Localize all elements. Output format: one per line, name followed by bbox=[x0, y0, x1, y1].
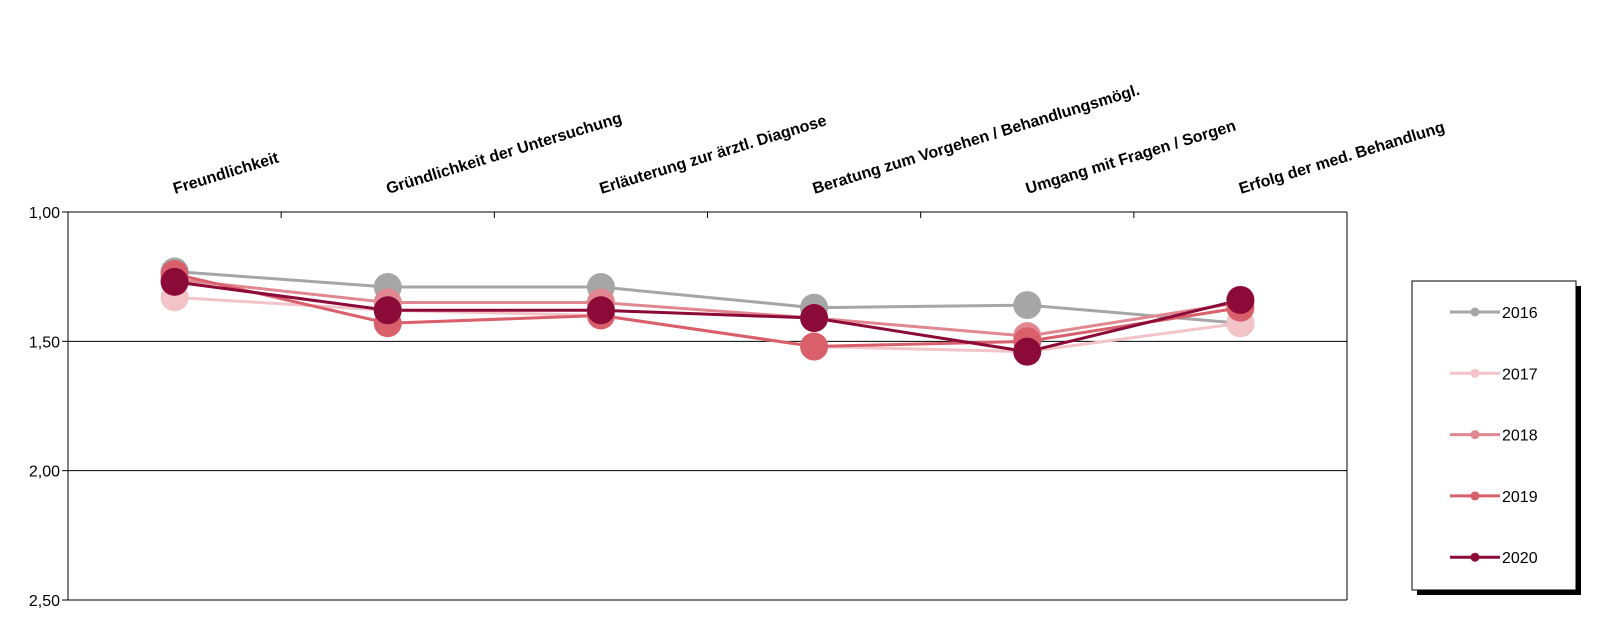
y-tick-label: 2,50 bbox=[29, 593, 60, 610]
category-label: Erfolg der med. Behandlung bbox=[1237, 119, 1447, 198]
series-line-2019 bbox=[174, 272, 1241, 349]
series-line-2016 bbox=[174, 269, 1241, 325]
legend-label-2018: 2018 bbox=[1502, 428, 1538, 445]
data-point-2020 bbox=[1226, 285, 1255, 314]
series-line-2018 bbox=[174, 277, 1241, 338]
axes bbox=[62, 211, 1348, 601]
series-line-2017 bbox=[174, 295, 1241, 354]
data-point-2020 bbox=[800, 304, 829, 333]
legend-marker-2016 bbox=[1470, 307, 1480, 317]
legend-label-2020: 2020 bbox=[1502, 550, 1538, 567]
data-point-2020 bbox=[373, 296, 402, 325]
data-point-2019 bbox=[800, 332, 829, 361]
data-point-2020 bbox=[586, 296, 615, 325]
legend-label-2019: 2019 bbox=[1502, 489, 1538, 506]
data-point-2020 bbox=[160, 267, 189, 296]
y-tick-label: 1,00 bbox=[29, 205, 60, 222]
gridlines bbox=[68, 211, 1347, 601]
legend-label-2016: 2016 bbox=[1502, 305, 1538, 322]
category-label: Umgang mit Fragen / Sorgen bbox=[1024, 118, 1238, 198]
category-label: Gründlichkeit der Untersuchung bbox=[384, 110, 624, 198]
legend: 2016 2017 2018 2019 2020 bbox=[1411, 280, 1581, 595]
legend-marker-2017 bbox=[1470, 368, 1480, 378]
legend-marker-2018 bbox=[1470, 430, 1480, 440]
category-label: Beratung zum Vorgehen / Behandlungsmögl. bbox=[811, 82, 1142, 198]
series-markers bbox=[160, 257, 1255, 366]
y-tick-label: 2,00 bbox=[29, 464, 60, 481]
category-label: Freundlichkeit bbox=[171, 149, 281, 197]
data-point-2016 bbox=[1013, 291, 1042, 320]
legend-label-2017: 2017 bbox=[1502, 366, 1538, 383]
category-label: Erläuterung zur ärztl. Diagnose bbox=[598, 112, 829, 197]
y-axis-tick-labels: 1,00 1,50 2,00 2,50 bbox=[29, 205, 60, 610]
series-line-2020 bbox=[174, 280, 1241, 354]
series-lines bbox=[174, 269, 1241, 354]
y-tick-label: 1,50 bbox=[29, 334, 60, 351]
legend-marker-2019 bbox=[1470, 491, 1480, 501]
category-labels: Freundlichkeit Gründlichkeit der Untersuc… bbox=[171, 82, 1447, 198]
legend-marker-2020 bbox=[1470, 552, 1480, 562]
data-point-2020 bbox=[1013, 337, 1042, 366]
